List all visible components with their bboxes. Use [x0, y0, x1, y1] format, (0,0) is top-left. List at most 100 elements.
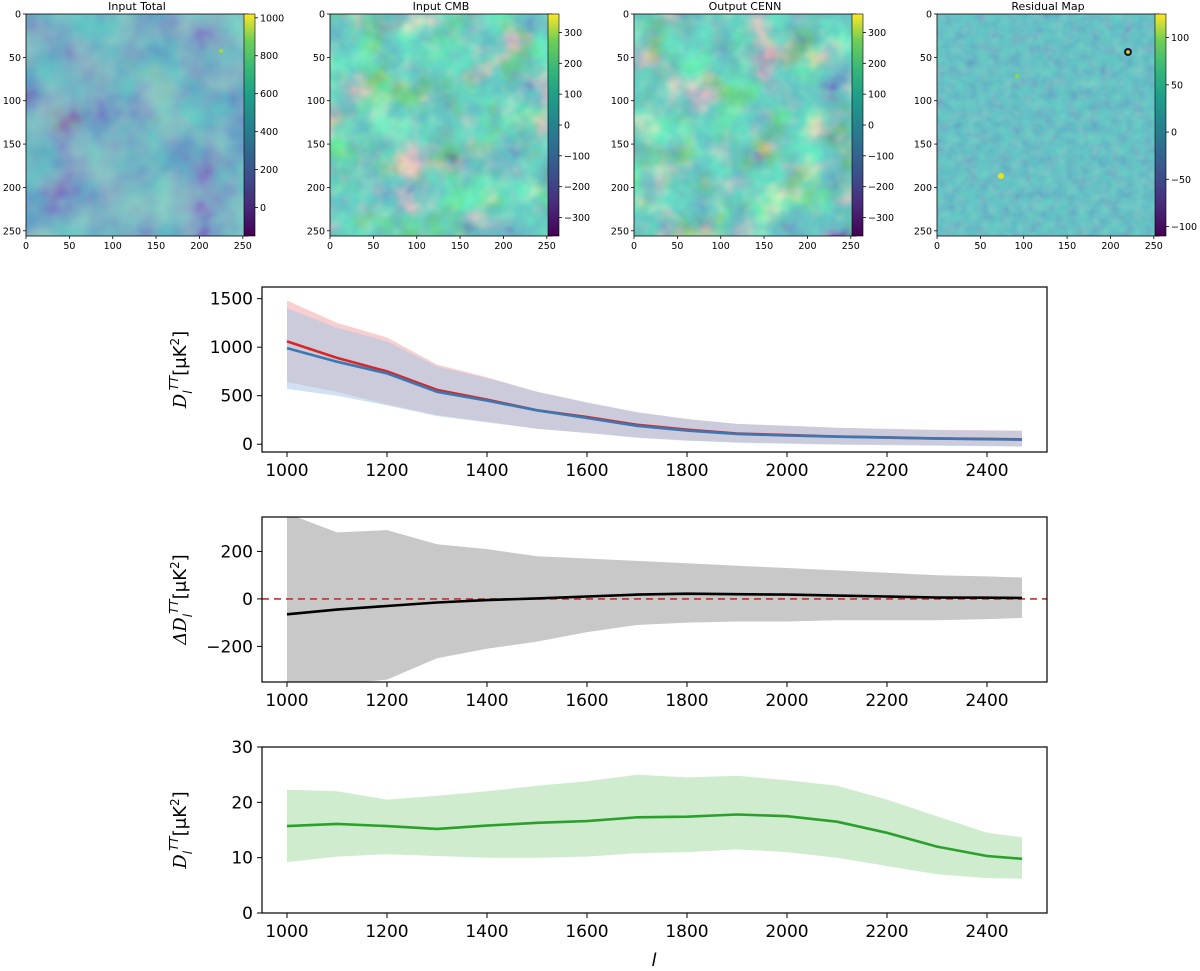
series-line [286, 592, 1023, 616]
x-tick-label: 1600 [565, 461, 608, 481]
x-tick-label: 0 [327, 241, 333, 252]
colorbar-tick-label: 200 [260, 165, 278, 176]
confidence-band [287, 517, 1022, 682]
x-tick-label: 1200 [365, 922, 408, 942]
x-tick-label: 1400 [465, 922, 508, 942]
y-tick-label: 20 [231, 793, 253, 813]
x-tick-label: 1800 [665, 461, 708, 481]
y-axis-label: ΔDlTT[μK2] [167, 554, 195, 645]
x-tick-label: 50 [63, 241, 75, 252]
point-source-spot [998, 173, 1004, 179]
x-tick-label: 1400 [465, 461, 508, 481]
x-tick-label: 1200 [365, 691, 408, 711]
x-tick-label: 2400 [965, 922, 1008, 942]
x-tick-label: 100 [1015, 241, 1033, 252]
heatmap-field [634, 14, 856, 236]
colorbar-tick-label: −300 [868, 213, 894, 224]
heatmap-field [26, 14, 248, 236]
y-axis-label: DlTT[μK2] [167, 331, 195, 409]
x-tick-label: 2000 [765, 922, 808, 942]
x-tick-label: 200 [494, 241, 512, 252]
x-tick-label: 100 [104, 241, 122, 252]
colorbar-tick-label: 200 [564, 59, 582, 70]
y-tick-label: −200 [206, 637, 253, 657]
colorbar-tick-label: −50 [1171, 175, 1191, 186]
x-tick-label: 150 [1058, 241, 1076, 252]
colorbar-tick-label: 100 [1171, 33, 1189, 44]
colorbar [243, 13, 256, 237]
y-tick-label: 0 [15, 10, 21, 21]
x-tick-label: 200 [798, 241, 816, 252]
x-tick-label: 2400 [965, 461, 1008, 481]
y-tick-label: 200 [914, 183, 932, 194]
confidence-band [287, 308, 1022, 447]
y-tick-label: 0 [319, 10, 325, 21]
colorbar-tick-label: −200 [564, 182, 590, 193]
colorbar-tick-label: −100 [868, 151, 894, 162]
x-tick-label: 1000 [265, 922, 308, 942]
x-tick-label: 2200 [865, 461, 908, 481]
x-tick-label: 1400 [465, 691, 508, 711]
x-tick-label: 1600 [565, 691, 608, 711]
colorbar-tick-label: 400 [260, 127, 278, 138]
x-tick-label: 1000 [265, 691, 308, 711]
x-tick-label: 1800 [665, 691, 708, 711]
y-tick-label: 150 [914, 140, 932, 151]
x-tick-label: 2000 [765, 461, 808, 481]
y-tick-label: 50 [313, 53, 325, 64]
plot-area [262, 517, 1047, 682]
x-tick-label: 1800 [665, 922, 708, 942]
x-tick-label: 2400 [965, 691, 1008, 711]
colorbar-tick-label: −100 [564, 151, 590, 162]
y-tick-label: 500 [221, 387, 253, 407]
x-tick-label: 1600 [565, 922, 608, 942]
y-tick-label: 100 [3, 96, 21, 107]
colorbar-tick-label: 0 [868, 121, 874, 132]
y-tick-label: 150 [611, 140, 629, 151]
y-tick-label: 150 [307, 140, 325, 151]
y-tick-label: 150 [3, 140, 21, 151]
y-tick-label: 0 [242, 435, 253, 455]
y-tick-label: 250 [914, 226, 932, 237]
spectrum-panel: 1000 1200 1400 1600 1800 2000 2200 2400 0 500 1000… [167, 286, 1048, 481]
series-line [286, 813, 1023, 861]
x-tick-label: 250 [1145, 241, 1163, 252]
x-tick-label: 50 [974, 241, 986, 252]
x-tick-label: 250 [842, 241, 860, 252]
confidence-band [287, 774, 1022, 879]
plot-frame [261, 746, 1048, 914]
colorbar-tick-label: 50 [1171, 80, 1183, 91]
colorbar-tick-label: 600 [260, 89, 278, 100]
colorbar-tick-label: 100 [868, 90, 886, 101]
x-tick-label: 0 [934, 241, 940, 252]
x-tick-label: 0 [23, 241, 29, 252]
plot-frame [261, 286, 1048, 453]
plot-frame [261, 516, 1048, 683]
x-tick-label: 0 [631, 241, 637, 252]
x-tick-label: 2000 [765, 691, 808, 711]
colorbar-tick-label: 0 [260, 203, 266, 214]
y-tick-label: 250 [611, 226, 629, 237]
y-tick-label: 0 [242, 590, 253, 610]
x-tick-label: 250 [538, 241, 556, 252]
spectrum-panel: 1000 1200 1400 1600 1800 2000 2200 2400 0 10 20 30 D… [167, 738, 1048, 942]
point-source-spot [219, 49, 223, 53]
colorbar-tick-label: 800 [260, 51, 278, 62]
x-tick-label: 2200 [865, 691, 908, 711]
y-tick-label: 50 [920, 53, 932, 64]
x-tick-label: 200 [190, 241, 208, 252]
plot-area [286, 300, 1023, 447]
y-tick-label: 250 [3, 226, 21, 237]
colorbar-tick-label: 300 [868, 28, 886, 39]
heatmap-title: Output CENN [709, 0, 782, 13]
x-tick-label: 150 [147, 241, 165, 252]
x-tick-label: 150 [451, 241, 469, 252]
colorbar-tick-label: 100 [564, 90, 582, 101]
point-source-spot [1126, 50, 1130, 54]
colorbar-tick-label: −200 [868, 182, 894, 193]
x-tick-label: 250 [234, 241, 252, 252]
y-tick-label: 200 [307, 183, 325, 194]
